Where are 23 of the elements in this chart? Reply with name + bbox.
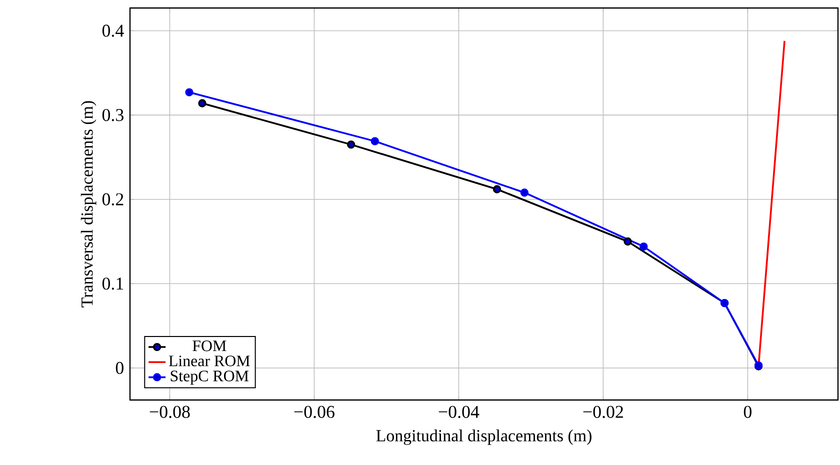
legend-label: Linear ROM [168,356,250,366]
x-tick-label: 0 [744,406,752,418]
point [346,140,356,149]
legend-label: StepC ROM [170,370,249,385]
y-tick-label: 0.3 [102,108,124,122]
x-tick-label: −0.08 [150,406,190,418]
x-tick-label: −0.06 [294,406,334,418]
y-tick-label: 0.1 [102,278,124,290]
legend-label: FOM [192,340,226,352]
x-tick-label: −0.04 [438,406,480,418]
point [492,185,502,194]
point [370,137,379,146]
point [198,99,206,108]
y-tick-label: 0 [116,362,124,374]
point [185,88,194,96]
y-tick-label: 0.2 [102,193,124,206]
point [520,188,529,197]
x-axis-title: Longitudinal displacements (m) [376,430,592,445]
point [624,237,632,246]
y-axis-title: Transversal displacements (m) [80,101,96,308]
y-tick-label: 0.4 [102,24,124,37]
x-tick-label: −0.02 [583,406,623,418]
point [640,242,648,251]
